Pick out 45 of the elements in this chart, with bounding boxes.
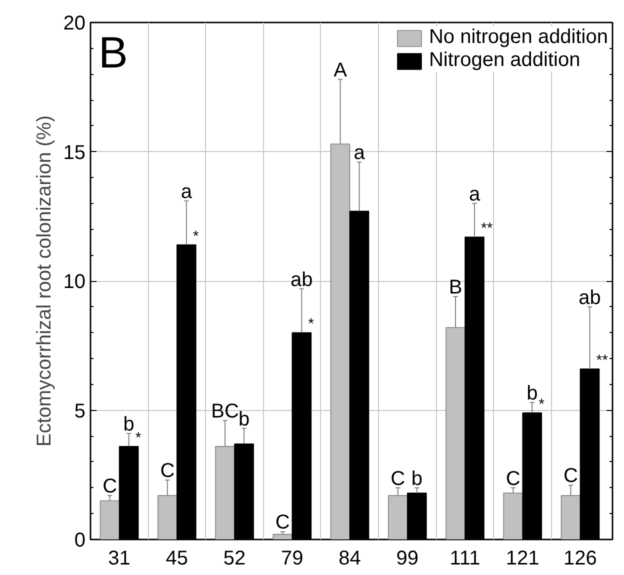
x-tick-label: 126 — [564, 548, 597, 570]
bar — [100, 500, 120, 540]
data-label: A — [334, 59, 348, 82]
data-label: ab — [290, 268, 313, 291]
x-tick-label: 111 — [450, 548, 480, 570]
x-tick-label: 121 — [506, 548, 540, 570]
x-tick-label: 31 — [108, 548, 130, 570]
annotation: B — [98, 28, 128, 78]
x-tick-label: 52 — [223, 548, 246, 570]
y-tick-label: 20 — [63, 12, 86, 34]
data-label: C — [506, 468, 520, 490]
data-label: C — [390, 468, 406, 490]
y-tick-label: 0 — [74, 530, 86, 552]
data-label: a — [468, 183, 481, 206]
data-label: C — [160, 460, 175, 482]
annotation: * — [308, 316, 314, 333]
bar — [503, 492, 524, 540]
data-label: BC — [211, 400, 239, 423]
data-label: b — [238, 408, 250, 430]
legend-label: Nitrogen addition — [428, 49, 580, 72]
x-tick-label: 79 — [281, 548, 304, 570]
data-label: B — [448, 276, 462, 299]
y-axis-title: Ectomycorrhizal root colonizarion (%) — [33, 115, 56, 447]
data-label: a — [354, 142, 366, 164]
data-label: C — [102, 476, 118, 498]
annotation: ** — [481, 220, 493, 238]
data-label: b — [526, 382, 538, 404]
data-label: a — [180, 180, 193, 203]
annotation: * — [135, 429, 142, 446]
bar — [272, 534, 293, 540]
y-tick-label: 5 — [74, 400, 86, 422]
x-tick-label: 45 — [166, 548, 188, 570]
data-label: ab — [578, 286, 601, 309]
x-tick-label: 84 — [338, 548, 361, 570]
annotation: ** — [596, 352, 608, 369]
x-tick-label: 99 — [396, 548, 419, 570]
legend-label: No nitrogen addition — [428, 26, 608, 49]
data-label: C — [275, 512, 290, 534]
annotation: * — [192, 228, 199, 245]
y-tick-label: 10 — [63, 271, 86, 293]
annotation: * — [538, 396, 545, 413]
data-label: b — [123, 414, 134, 436]
data-label: C — [564, 465, 578, 488]
y-tick-label: 15 — [63, 142, 86, 164]
data-label: b — [411, 468, 422, 490]
